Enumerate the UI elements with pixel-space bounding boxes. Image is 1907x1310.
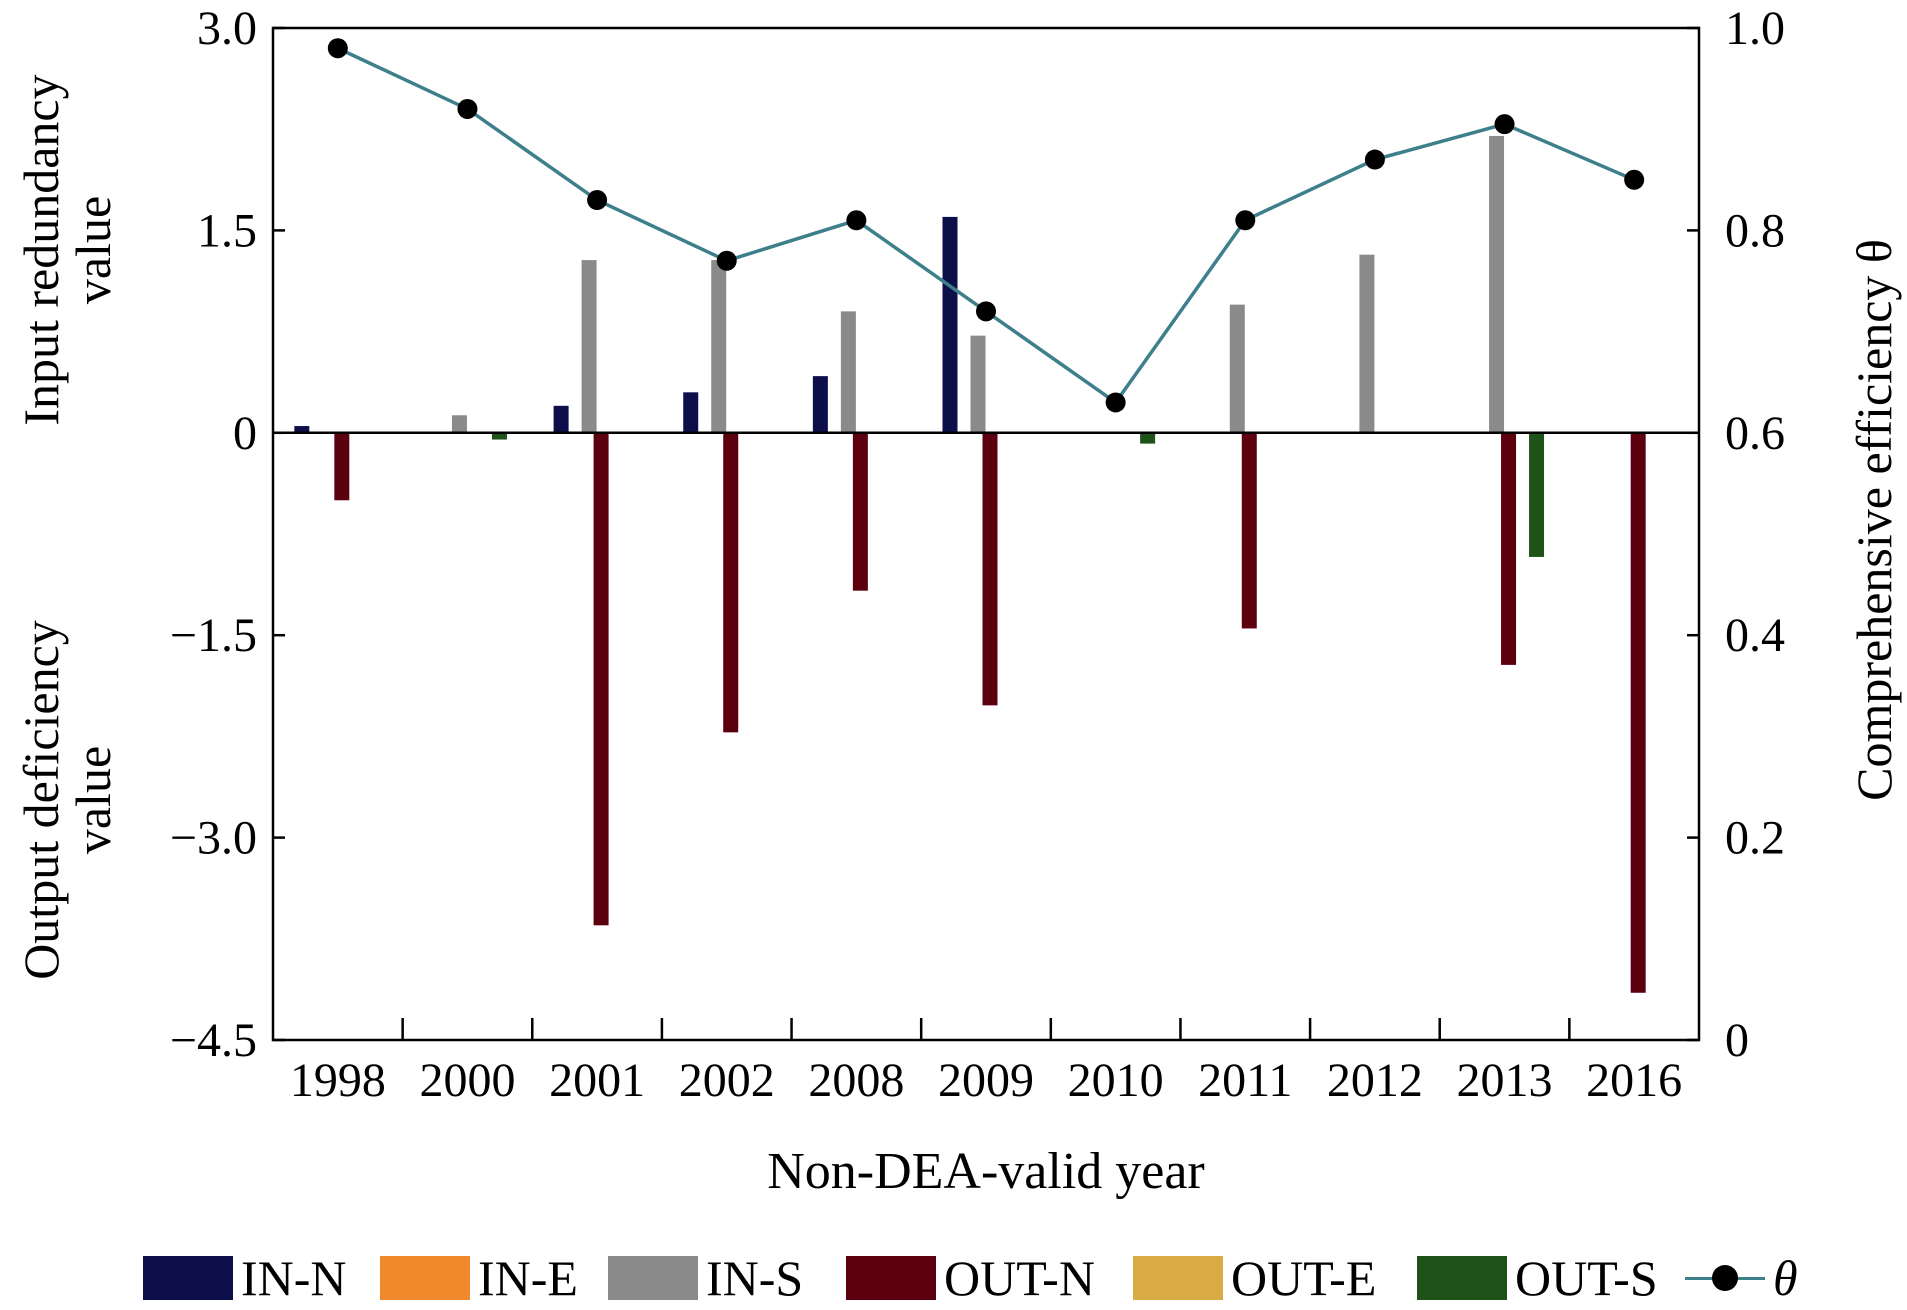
legend-swatch	[1133, 1256, 1223, 1300]
y-axis-right-label: Comprehensive efficiency θ	[1846, 239, 1902, 801]
legend-item-in-s: IN-S	[608, 1250, 803, 1306]
bar-in-s-2013	[1489, 135, 1505, 433]
x-axis-ticks: 1998 2000 2001 2002 2008 2009 2010 2011 2012 2013…	[290, 1018, 1682, 1107]
bar-in-n-2001	[553, 405, 569, 433]
x-tick-label-2016: 2016	[1586, 1054, 1682, 1107]
bar-out-n-2016	[1630, 432, 1646, 993]
theta-line	[337, 46, 1635, 405]
x-tick-label-2008: 2008	[808, 1054, 904, 1107]
x-tick-label-2002: 2002	[679, 1054, 775, 1107]
legend-item-in-n: IN-N	[143, 1250, 347, 1306]
theta-point-2008	[846, 210, 867, 231]
x-axis-label: Non-DEA-valid year	[767, 1143, 1205, 1200]
legend-line-marker	[1685, 1256, 1765, 1300]
theta-point-2009	[976, 301, 996, 322]
y-label-bottom-line2: value	[65, 746, 121, 854]
legend-label: OUT-E	[1231, 1250, 1377, 1306]
x-tick-label-2010: 2010	[1068, 1054, 1164, 1107]
theta-point-2002	[716, 250, 737, 271]
y-label-bottom-line1: Output deficiency	[13, 620, 69, 980]
legend-swatch	[380, 1256, 470, 1300]
legend: IN-N IN-E IN-S OUT-N OUT-E OUT-S θ	[0, 1250, 1907, 1310]
bar-out-n-2002	[723, 432, 739, 733]
y2-tick-label: 1.0	[1725, 2, 1785, 55]
legend-item-in-e: IN-E	[380, 1250, 578, 1306]
x-tick-label-2011: 2011	[1198, 1054, 1292, 1107]
y-label-top-line1: Input redundancy	[13, 74, 69, 425]
legend-item-theta: θ	[1685, 1250, 1798, 1306]
y2-tick-label: 0.2	[1725, 812, 1785, 865]
bar-out-s-2010	[1140, 432, 1156, 444]
bar-in-n-2002	[683, 392, 699, 433]
legend-item-out-e: OUT-E	[1133, 1250, 1376, 1306]
bar-out-s-2000	[491, 432, 507, 440]
legend-label: IN-N	[241, 1250, 347, 1306]
theta-point-1998	[327, 38, 348, 59]
theta-point-2016	[1624, 169, 1645, 190]
y-tick-label: −3.0	[170, 812, 257, 865]
bar-in-s-2011	[1229, 304, 1245, 433]
y2-label: Comprehensive efficiency θ	[1846, 239, 1902, 801]
x-tick-label-1998: 1998	[290, 1054, 386, 1107]
bar-in-s-2000	[451, 415, 467, 433]
y-label-top-line2: value	[65, 196, 121, 304]
chart: 3.0 1.5 0 −1.5 −3.0 −4.5 1.0 0.8 0.6 0.4 0.2 0 199…	[13, 2, 1902, 1200]
y2-tick-label: 0.8	[1725, 204, 1785, 257]
y2-tick-label: 0	[1725, 1014, 1749, 1067]
x-tick-label-2009: 2009	[938, 1054, 1034, 1107]
bar-out-n-2001	[593, 432, 609, 926]
bar-out-n-2008	[852, 432, 868, 591]
bar-in-s-2002	[711, 260, 727, 433]
bar-in-n-2008	[812, 376, 828, 433]
legend-label: IN-E	[478, 1250, 578, 1306]
theta-point-2001	[587, 190, 608, 211]
bars-layer	[294, 135, 1646, 993]
x-tick-label-2012: 2012	[1327, 1054, 1423, 1107]
legend-label: IN-S	[706, 1250, 804, 1306]
y-tick-label: 0	[233, 407, 257, 460]
bar-in-n-1998	[294, 426, 310, 433]
theta-point-2012	[1364, 149, 1385, 170]
x-tick-label-2001: 2001	[549, 1054, 645, 1107]
bar-in-n-2009	[942, 216, 958, 433]
bar-out-n-2013	[1501, 432, 1517, 665]
bar-out-s-2013	[1529, 432, 1545, 557]
y-axis-left-label-bottom: Output deficiency value	[13, 620, 121, 980]
bar-out-n-2009	[982, 432, 998, 706]
x-tick-label-2013: 2013	[1457, 1054, 1553, 1107]
theta-line-layer	[327, 38, 1645, 413]
y-tick-label: 1.5	[197, 204, 257, 257]
legend-label: θ	[1773, 1250, 1798, 1306]
y-axis-left-label-top: Input redundancy value	[13, 74, 121, 425]
x-tick-label-2000: 2000	[419, 1054, 515, 1107]
y-tick-label: 3.0	[197, 2, 257, 55]
legend-swatch	[608, 1256, 698, 1300]
bar-out-n-1998	[334, 432, 350, 501]
plot-area	[271, 26, 1701, 1042]
legend-swatch	[143, 1256, 233, 1300]
legend-label: OUT-S	[1515, 1250, 1658, 1306]
bar-out-n-2011	[1241, 432, 1257, 629]
legend-label: OUT-N	[944, 1250, 1095, 1306]
legend-item-out-s: OUT-S	[1417, 1250, 1658, 1306]
theta-point-2000	[457, 98, 478, 119]
y2-tick-label: 0.4	[1725, 609, 1785, 662]
y2-tick-label: 0.6	[1725, 407, 1785, 460]
plot-frame	[271, 26, 1701, 1042]
legend-item-out-n: OUT-N	[846, 1250, 1095, 1306]
legend-swatch	[846, 1256, 936, 1300]
y-tick-label: −1.5	[170, 609, 257, 662]
bar-in-s-2001	[581, 260, 597, 433]
bar-in-s-2008	[840, 311, 856, 433]
bar-in-s-2009	[970, 335, 986, 433]
theta-point-2010	[1105, 392, 1126, 413]
bar-in-s-2012	[1359, 254, 1375, 433]
y-axis-left-ticks: 3.0 1.5 0 −1.5 −3.0 −4.5	[170, 2, 285, 1067]
theta-point-2011	[1235, 210, 1256, 231]
y-axis-right-ticks: 1.0 0.8 0.6 0.4 0.2 0	[1687, 2, 1785, 1067]
theta-point-2013	[1494, 114, 1515, 135]
y-tick-label: −4.5	[170, 1014, 257, 1067]
legend-swatch	[1417, 1256, 1507, 1300]
